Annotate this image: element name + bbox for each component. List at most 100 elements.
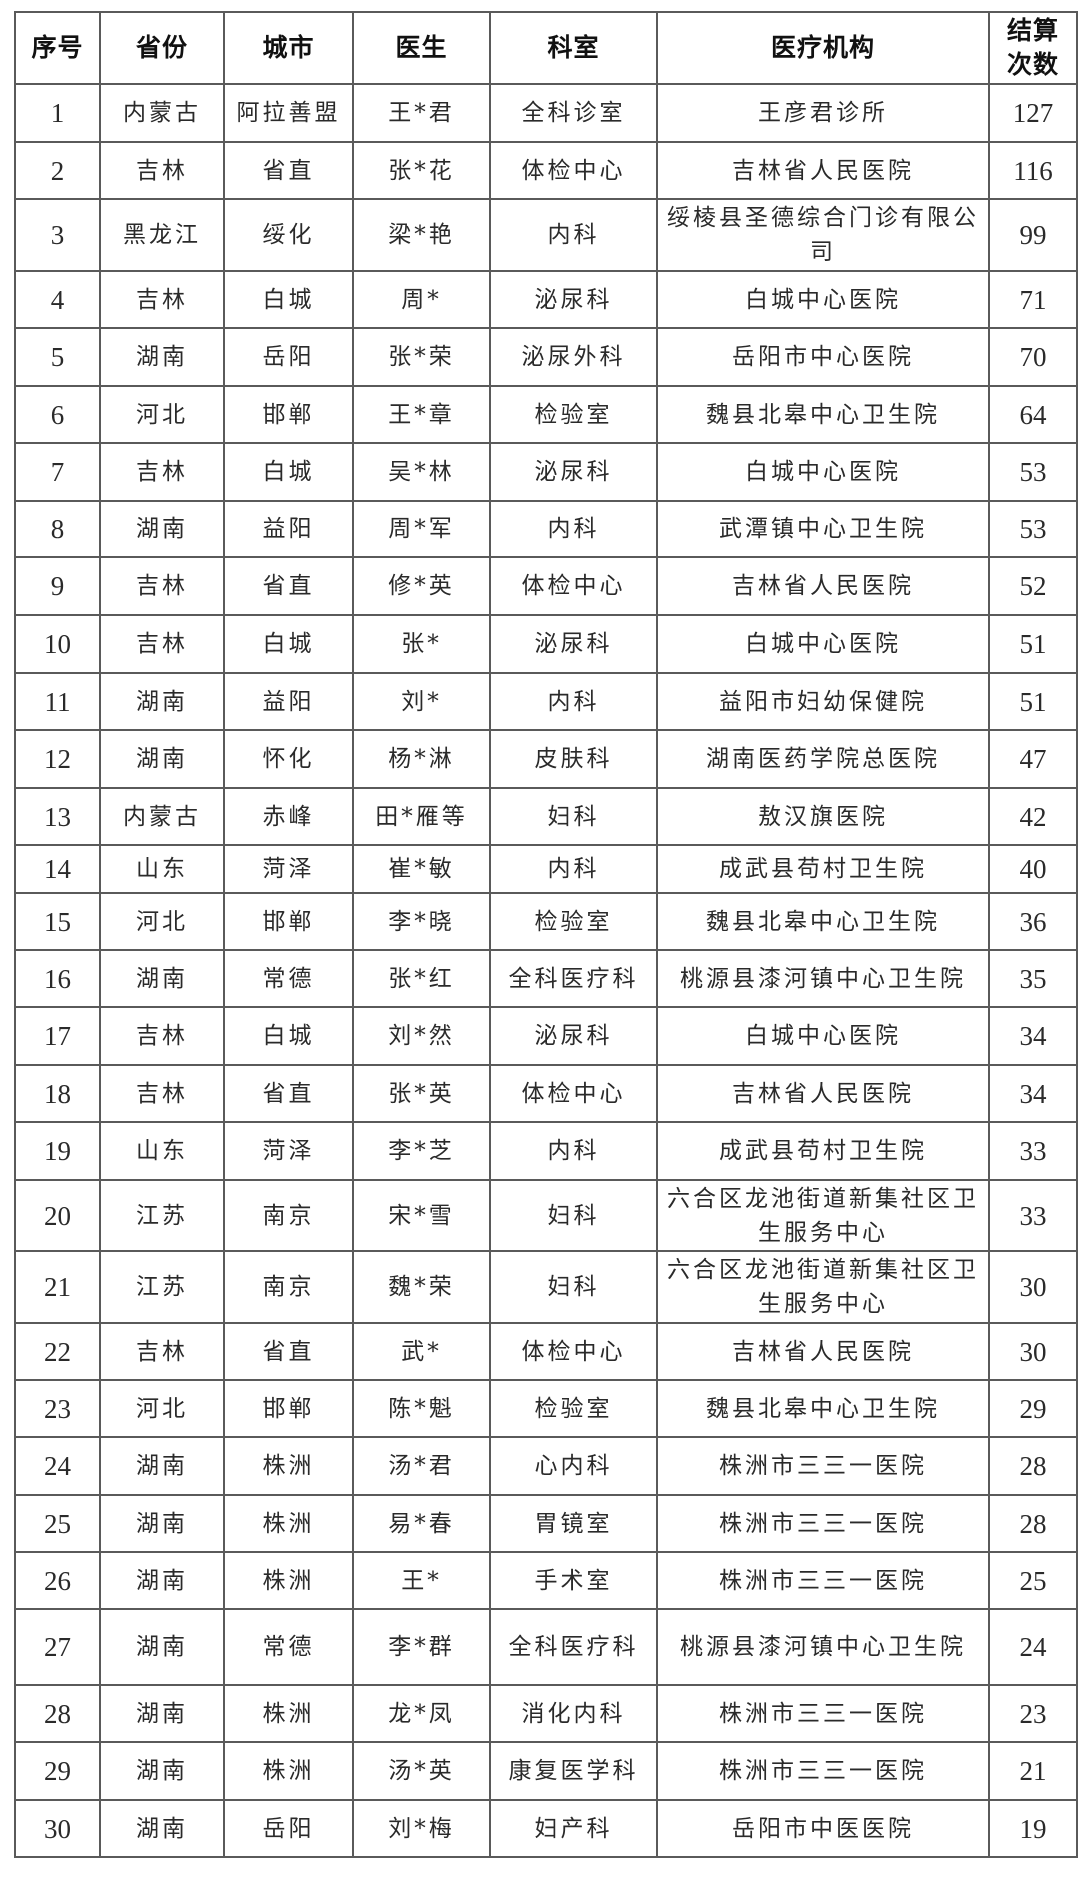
- row-province: 湖南: [99, 1608, 225, 1686]
- row-index: 4: [14, 270, 101, 329]
- table-row: 7 吉林 白城 吴*林 泌尿科 白城中心医院 53: [14, 442, 1078, 502]
- row-department: 泌尿科: [489, 442, 658, 502]
- row-department: 内科: [489, 1121, 658, 1181]
- row-city: 省直: [223, 141, 354, 200]
- header-index: 序号: [14, 11, 101, 85]
- row-institution: 吉林省人民医院: [656, 556, 990, 616]
- row-doctor: 王*: [352, 1551, 491, 1610]
- row-institution: 益阳市妇幼保健院: [656, 672, 990, 731]
- row-province: 湖南: [99, 672, 225, 731]
- row-doctor: 刘*然: [352, 1006, 491, 1066]
- row-doctor: 易*春: [352, 1494, 491, 1553]
- row-department: 体检中心: [489, 1064, 658, 1123]
- row-institution: 绥棱县圣德综合门诊有限公司: [656, 198, 990, 272]
- row-institution: 白城中心医院: [656, 270, 990, 329]
- table-row: 21 江苏 南京 魏*荣 妇科 六合区龙池街道新集社区卫生服务中心 30: [14, 1250, 1078, 1324]
- row-settlement-count: 30: [988, 1322, 1078, 1381]
- row-doctor: 王*君: [352, 83, 491, 143]
- table-row: 22 吉林 省直 武* 体检中心 吉林省人民医院 30: [14, 1322, 1078, 1381]
- table-row: 16 湖南 常德 张*红 全科医疗科 桃源县漆河镇中心卫生院 35: [14, 949, 1078, 1008]
- row-department: 妇科: [489, 1179, 658, 1252]
- row-index: 26: [14, 1551, 101, 1610]
- row-city: 株洲: [223, 1684, 354, 1743]
- row-index: 6: [14, 385, 101, 444]
- row-institution: 魏县北皋中心卫生院: [656, 1379, 990, 1438]
- row-institution: 湖南医药学院总医院: [656, 729, 990, 789]
- row-institution: 王彦君诊所: [656, 83, 990, 143]
- row-department: 内科: [489, 198, 658, 272]
- row-province: 湖南: [99, 1684, 225, 1743]
- row-doctor: 张*英: [352, 1064, 491, 1123]
- row-city: 邯郸: [223, 385, 354, 444]
- row-province: 湖南: [99, 1494, 225, 1553]
- row-settlement-count: 36: [988, 892, 1078, 951]
- row-settlement-count: 21: [988, 1741, 1078, 1801]
- row-province: 江苏: [99, 1179, 225, 1252]
- row-doctor: 周*军: [352, 500, 491, 558]
- row-institution: 株洲市三三一医院: [656, 1684, 990, 1743]
- row-province: 内蒙古: [99, 83, 225, 143]
- row-settlement-count: 23: [988, 1684, 1078, 1743]
- row-institution: 魏县北皋中心卫生院: [656, 385, 990, 444]
- row-index: 13: [14, 787, 101, 846]
- row-province: 河北: [99, 892, 225, 951]
- header-department: 科室: [489, 11, 658, 85]
- row-index: 21: [14, 1250, 101, 1324]
- table-row: 3 黑龙江 绥化 梁*艳 内科 绥棱县圣德综合门诊有限公司 99: [14, 198, 1078, 272]
- row-settlement-count: 33: [988, 1121, 1078, 1181]
- row-settlement-count: 51: [988, 672, 1078, 731]
- row-city: 南京: [223, 1179, 354, 1252]
- row-settlement-count: 64: [988, 385, 1078, 444]
- row-settlement-count: 127: [988, 83, 1078, 143]
- row-institution: 岳阳市中医医院: [656, 1799, 990, 1858]
- row-doctor: 汤*英: [352, 1741, 491, 1801]
- row-city: 省直: [223, 556, 354, 616]
- table-row: 29 湖南 株洲 汤*英 康复医学科 株洲市三三一医院 21: [14, 1741, 1078, 1801]
- row-doctor: 李*群: [352, 1608, 491, 1686]
- row-province: 吉林: [99, 270, 225, 329]
- row-province: 河北: [99, 385, 225, 444]
- row-department: 全科医疗科: [489, 949, 658, 1008]
- row-doctor: 梁*艳: [352, 198, 491, 272]
- row-settlement-count: 25: [988, 1551, 1078, 1610]
- header-city: 城市: [223, 11, 354, 85]
- row-department: 内科: [489, 500, 658, 558]
- header-doctor: 医生: [352, 11, 491, 85]
- row-settlement-count: 35: [988, 949, 1078, 1008]
- row-institution: 魏县北皋中心卫生院: [656, 892, 990, 951]
- row-settlement-count: 70: [988, 327, 1078, 387]
- row-province: 湖南: [99, 729, 225, 789]
- row-institution: 白城中心医院: [656, 442, 990, 502]
- row-city: 白城: [223, 270, 354, 329]
- row-index: 28: [14, 1684, 101, 1743]
- table-row: 6 河北 邯郸 王*章 检验室 魏县北皋中心卫生院 64: [14, 385, 1078, 444]
- row-city: 株洲: [223, 1551, 354, 1610]
- row-city: 绥化: [223, 198, 354, 272]
- row-doctor: 宋*雪: [352, 1179, 491, 1252]
- table-row: 18 吉林 省直 张*英 体检中心 吉林省人民医院 34: [14, 1064, 1078, 1123]
- row-city: 益阳: [223, 500, 354, 558]
- row-index: 7: [14, 442, 101, 502]
- row-province: 山东: [99, 1121, 225, 1181]
- table-row: 11 湖南 益阳 刘* 内科 益阳市妇幼保健院 51: [14, 672, 1078, 731]
- row-index: 23: [14, 1379, 101, 1438]
- row-index: 27: [14, 1608, 101, 1686]
- row-settlement-count: 34: [988, 1064, 1078, 1123]
- row-index: 30: [14, 1799, 101, 1858]
- row-city: 省直: [223, 1322, 354, 1381]
- header-province: 省份: [99, 11, 225, 85]
- row-index: 2: [14, 141, 101, 200]
- row-index: 15: [14, 892, 101, 951]
- row-doctor: 汤*君: [352, 1436, 491, 1496]
- row-institution: 成武县苟村卫生院: [656, 844, 990, 894]
- row-institution: 吉林省人民医院: [656, 141, 990, 200]
- table-row: 10 吉林 白城 张* 泌尿科 白城中心医院 51: [14, 614, 1078, 674]
- row-settlement-count: 42: [988, 787, 1078, 846]
- row-doctor: 王*章: [352, 385, 491, 444]
- row-settlement-count: 28: [988, 1436, 1078, 1496]
- row-doctor: 龙*凤: [352, 1684, 491, 1743]
- row-department: 体检中心: [489, 556, 658, 616]
- row-department: 泌尿科: [489, 1006, 658, 1066]
- row-index: 29: [14, 1741, 101, 1801]
- row-index: 16: [14, 949, 101, 1008]
